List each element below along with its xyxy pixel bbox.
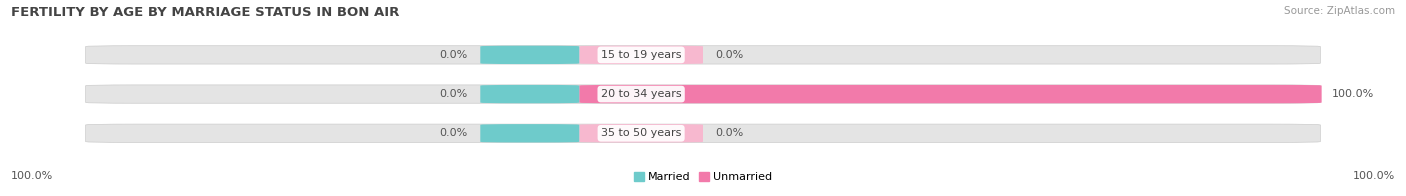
Text: 15 to 19 years: 15 to 19 years <box>600 50 682 60</box>
FancyBboxPatch shape <box>579 46 703 64</box>
Text: 100.0%: 100.0% <box>1353 171 1395 181</box>
Text: FERTILITY BY AGE BY MARRIAGE STATUS IN BON AIR: FERTILITY BY AGE BY MARRIAGE STATUS IN B… <box>11 6 399 19</box>
Text: 0.0%: 0.0% <box>440 89 468 99</box>
Text: 0.0%: 0.0% <box>716 50 744 60</box>
FancyBboxPatch shape <box>481 46 579 64</box>
FancyBboxPatch shape <box>481 124 579 142</box>
Text: 0.0%: 0.0% <box>440 50 468 60</box>
Text: 0.0%: 0.0% <box>440 128 468 138</box>
FancyBboxPatch shape <box>86 124 1320 142</box>
FancyBboxPatch shape <box>86 85 1320 103</box>
Text: 100.0%: 100.0% <box>1331 89 1374 99</box>
Legend: Married, Unmarried: Married, Unmarried <box>630 167 776 187</box>
FancyBboxPatch shape <box>579 124 703 142</box>
FancyBboxPatch shape <box>86 46 1320 64</box>
Text: 100.0%: 100.0% <box>11 171 53 181</box>
Text: Source: ZipAtlas.com: Source: ZipAtlas.com <box>1284 6 1395 16</box>
Text: 20 to 34 years: 20 to 34 years <box>600 89 682 99</box>
Text: 0.0%: 0.0% <box>716 128 744 138</box>
Text: 35 to 50 years: 35 to 50 years <box>600 128 682 138</box>
FancyBboxPatch shape <box>481 85 579 103</box>
FancyBboxPatch shape <box>579 85 1322 103</box>
